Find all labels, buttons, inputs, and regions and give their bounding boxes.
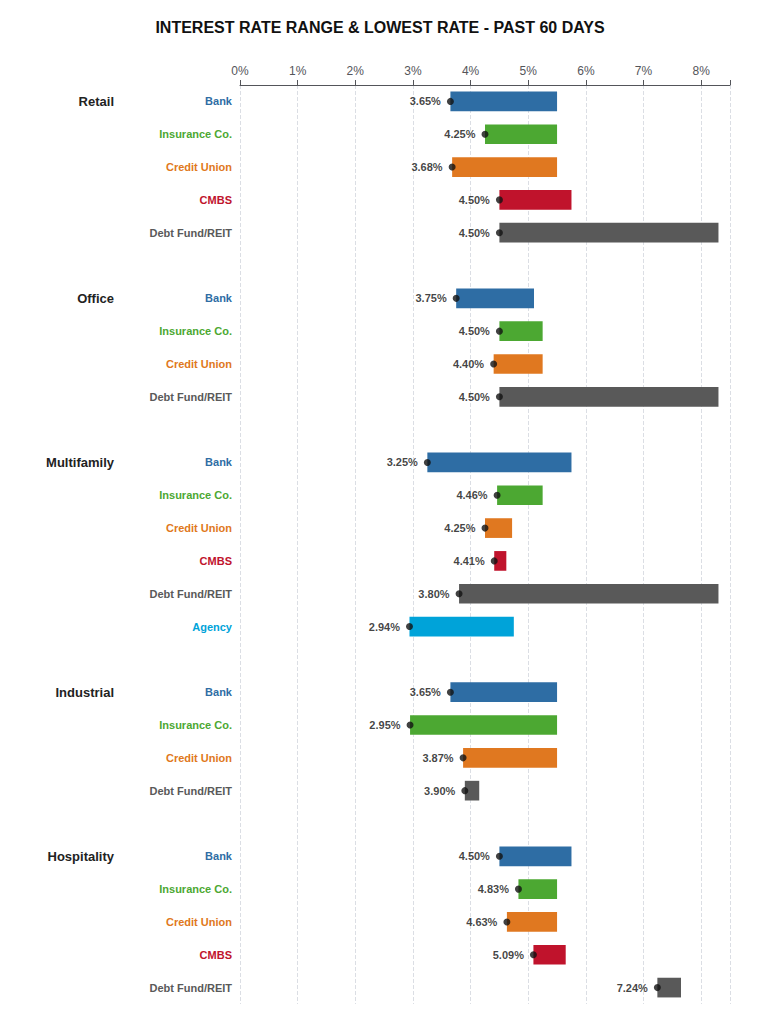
svg-text:Insurance Co.: Insurance Co. — [159, 883, 232, 895]
svg-text:Insurance Co.: Insurance Co. — [159, 325, 232, 337]
svg-text:Retail: Retail — [79, 94, 114, 109]
svg-text:Bank: Bank — [205, 686, 233, 698]
svg-text:Credit Union: Credit Union — [166, 358, 232, 370]
svg-text:7%: 7% — [635, 64, 653, 78]
svg-text:2%: 2% — [347, 64, 365, 78]
svg-text:Multifamily: Multifamily — [46, 455, 115, 470]
svg-text:3.87%: 3.87% — [422, 752, 453, 764]
svg-text:CMBS: CMBS — [200, 194, 232, 206]
svg-text:4.50%: 4.50% — [459, 850, 490, 862]
svg-text:Bank: Bank — [205, 292, 233, 304]
svg-text:2.95%: 2.95% — [369, 719, 400, 731]
svg-text:4.50%: 4.50% — [459, 194, 490, 206]
svg-text:Hospitality: Hospitality — [48, 849, 115, 864]
svg-text:4.63%: 4.63% — [466, 916, 497, 928]
svg-text:Insurance Co.: Insurance Co. — [159, 719, 232, 731]
svg-text:4.50%: 4.50% — [459, 227, 490, 239]
svg-text:Debt Fund/REIT: Debt Fund/REIT — [150, 982, 233, 994]
svg-text:4.83%: 4.83% — [478, 883, 509, 895]
svg-text:Industrial: Industrial — [55, 685, 114, 700]
svg-text:5%: 5% — [520, 64, 538, 78]
svg-text:Debt Fund/REIT: Debt Fund/REIT — [150, 227, 233, 239]
svg-text:2.94%: 2.94% — [369, 621, 400, 633]
svg-text:4.46%: 4.46% — [456, 489, 487, 501]
svg-text:Bank: Bank — [205, 850, 233, 862]
svg-text:4.25%: 4.25% — [444, 522, 475, 534]
svg-text:Debt Fund/REIT: Debt Fund/REIT — [150, 391, 233, 403]
svg-text:0%: 0% — [231, 64, 249, 78]
svg-text:6%: 6% — [577, 64, 595, 78]
svg-text:Agency: Agency — [192, 621, 233, 633]
svg-text:3.75%: 3.75% — [415, 292, 446, 304]
svg-text:3.80%: 3.80% — [418, 588, 449, 600]
svg-text:4.50%: 4.50% — [459, 391, 490, 403]
svg-text:4.25%: 4.25% — [444, 128, 475, 140]
svg-text:5.09%: 5.09% — [493, 949, 524, 961]
svg-text:Bank: Bank — [205, 456, 233, 468]
svg-text:1%: 1% — [289, 64, 307, 78]
svg-text:3.25%: 3.25% — [387, 456, 418, 468]
svg-text:Office: Office — [77, 291, 114, 306]
svg-text:INTEREST RATE RANGE & LOWEST R: INTEREST RATE RANGE & LOWEST RATE - PAST… — [155, 19, 605, 36]
svg-text:3.90%: 3.90% — [424, 785, 455, 797]
svg-text:3.68%: 3.68% — [411, 161, 442, 173]
svg-text:4.40%: 4.40% — [453, 358, 484, 370]
svg-text:Debt Fund/REIT: Debt Fund/REIT — [150, 588, 233, 600]
svg-text:Insurance Co.: Insurance Co. — [159, 128, 232, 140]
svg-text:3.65%: 3.65% — [410, 95, 441, 107]
svg-text:Debt Fund/REIT: Debt Fund/REIT — [150, 785, 233, 797]
svg-text:Insurance Co.: Insurance Co. — [159, 489, 232, 501]
svg-text:Credit Union: Credit Union — [166, 752, 232, 764]
svg-text:4.41%: 4.41% — [454, 555, 485, 567]
svg-text:Bank: Bank — [205, 95, 233, 107]
svg-text:4%: 4% — [462, 64, 480, 78]
svg-text:7.24%: 7.24% — [617, 982, 648, 994]
svg-text:4.50%: 4.50% — [459, 325, 490, 337]
svg-text:CMBS: CMBS — [200, 555, 232, 567]
svg-text:Credit Union: Credit Union — [166, 916, 232, 928]
svg-text:3%: 3% — [404, 64, 422, 78]
svg-text:Credit Union: Credit Union — [166, 522, 232, 534]
svg-text:CMBS: CMBS — [200, 949, 232, 961]
svg-text:8%: 8% — [693, 64, 711, 78]
svg-text:3.65%: 3.65% — [410, 686, 441, 698]
svg-text:Credit Union: Credit Union — [166, 161, 232, 173]
